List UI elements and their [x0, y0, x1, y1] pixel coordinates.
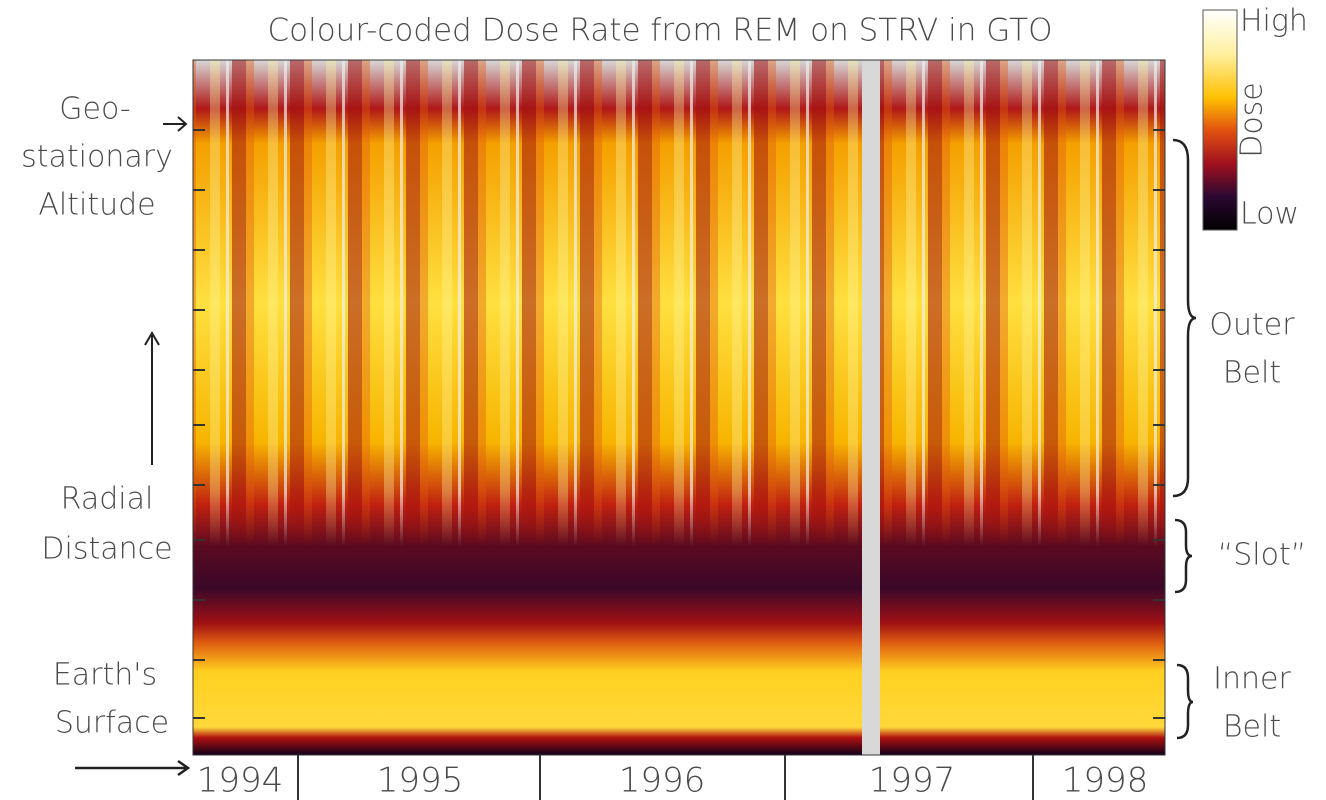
chart-title: Colour-coded Dose Rate from REM on STRV …: [267, 13, 1052, 49]
x-axis-labels: 1994 1995 1996 1997 1998: [197, 761, 1149, 800]
left-label: Surface: [55, 706, 169, 741]
left-label: stationary: [21, 140, 173, 175]
heatmap-stripes: [193, 60, 1165, 755]
left-label: Altitude: [38, 188, 155, 223]
radial-arrow: [144, 331, 160, 465]
colorbar-scale: [1202, 9, 1238, 231]
left-label: Distance: [41, 532, 172, 567]
plot-frame: [192, 59, 1166, 756]
inner-brace: [1176, 663, 1194, 740]
left-label: Geo-: [59, 92, 130, 127]
left-annotations: Geo- stationary Altitude Radial Distance…: [21, 92, 191, 777]
colorbar-low: Low: [1240, 197, 1299, 232]
slot-brace: [1174, 518, 1193, 594]
x-tick-label: 1996: [619, 761, 706, 800]
right-label: Outer: [1209, 308, 1295, 343]
x-tick-label: 1995: [377, 761, 464, 800]
colorbar-label: Dose: [1235, 82, 1270, 158]
right-label: Belt: [1223, 710, 1281, 745]
heatmap: [192, 59, 1166, 756]
axis-ticks: [193, 129, 1165, 800]
outer-brace: [1172, 138, 1197, 498]
x-tick-label: 1998: [1062, 761, 1149, 800]
data-gap: [862, 60, 880, 755]
x-tick-label: 1997: [869, 761, 956, 800]
left-label: Radial: [61, 482, 154, 517]
right-label: Belt: [1223, 356, 1281, 391]
colorbar-high: High: [1240, 4, 1308, 39]
right-label: Inner: [1213, 662, 1291, 697]
geo-arrow: [163, 116, 188, 132]
right-annotations: Outer Belt “Slot” Inner Belt: [1172, 138, 1307, 745]
right-label: “Slot”: [1218, 538, 1307, 573]
left-label: Earth's: [53, 658, 157, 693]
colorbar: High Dose Low: [1202, 4, 1308, 232]
x-tick-label: 1994: [197, 761, 284, 800]
surface-arrow: [75, 759, 191, 777]
